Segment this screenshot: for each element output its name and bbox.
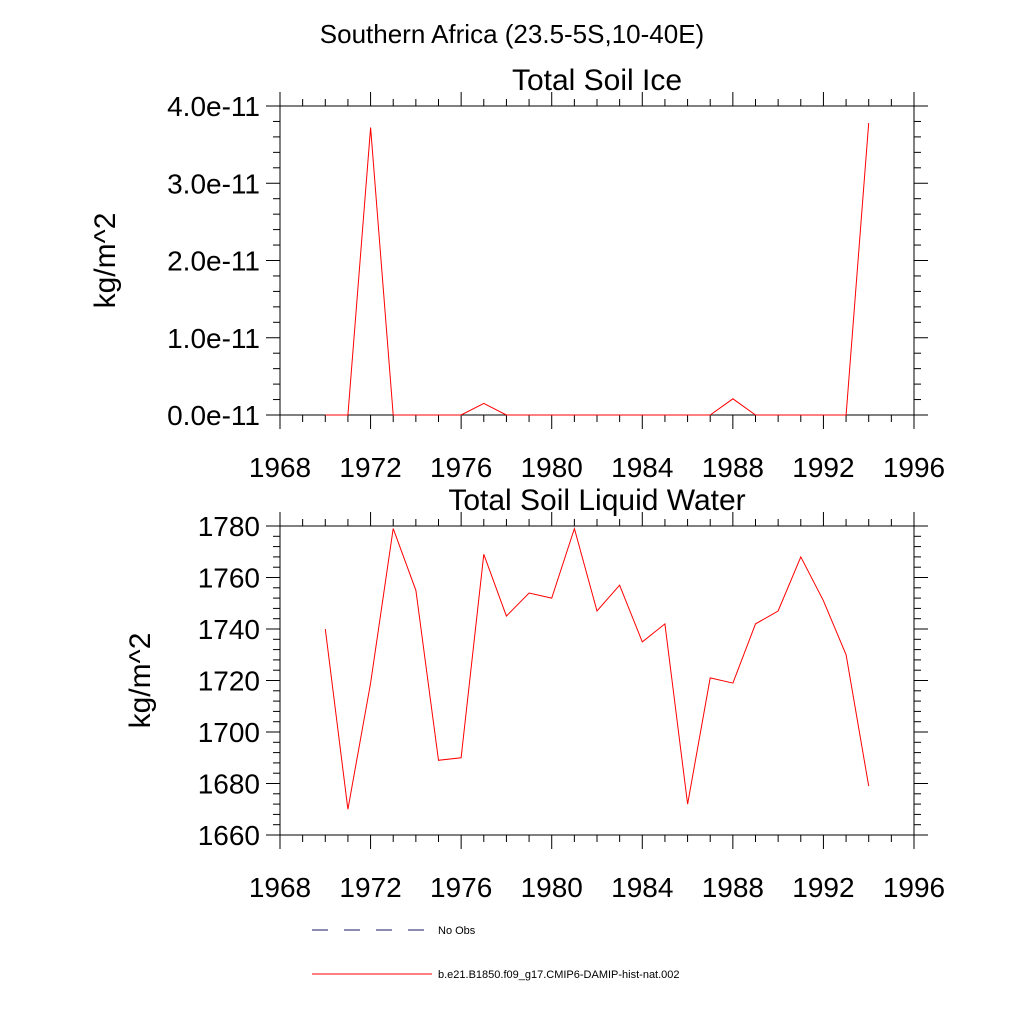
y-tick-label: 1720 <box>198 666 260 697</box>
plot-frame <box>279 105 915 416</box>
y-tick-label: 1760 <box>198 563 260 594</box>
series-line <box>324 526 870 810</box>
plots-group: 1968 1972 1976 1980 1984 1988 1992 1996 0.0e-11 1… <box>89 64 945 903</box>
x-tick-label: 1972 <box>339 452 401 483</box>
x-tick-label: 1996 <box>883 872 945 903</box>
x-tick-label: 1980 <box>521 452 583 483</box>
x-tick-label: 1996 <box>883 452 945 483</box>
y-tick-label: 3.0e-11 <box>167 168 260 199</box>
x-tick-label: 1968 <box>249 872 311 903</box>
y-tick-label: 1.0e-11 <box>167 323 260 354</box>
figure-title: Southern Africa (23.5-5S,10-40E) <box>320 19 704 49</box>
x-tick-label: 1972 <box>339 872 401 903</box>
plot-frame <box>279 525 915 836</box>
x-tick-label: 1988 <box>702 872 764 903</box>
legend-label-no-obs: No Obs <box>438 925 476 937</box>
legend-label-model-run: b.e21.B1850.f09_g17.CMIP6-DAMIP-hist-nat… <box>438 969 680 981</box>
x-tick-label: 1968 <box>249 452 311 483</box>
x-tick-label: 1976 <box>430 452 492 483</box>
y-tick-label: 1680 <box>198 769 260 800</box>
y-tick-label: 4.0e-11 <box>167 91 260 122</box>
y-axis-label: kg/m^2 <box>89 213 122 309</box>
y-tick-label: 1660 <box>198 820 260 851</box>
y-tick-label: 1780 <box>198 511 260 542</box>
plot-title: Total Soil Liquid Water <box>448 484 745 517</box>
plot-1: 1968 1972 1976 1980 1984 1988 1992 1996 0.0e-11 1… <box>89 64 945 483</box>
x-tick-label: 1980 <box>521 872 583 903</box>
y-tick-label: 1700 <box>198 717 260 748</box>
series-line <box>325 122 870 416</box>
plot-title: Total Soil Ice <box>512 64 682 97</box>
plot-2: 1968 1972 1976 1980 1984 1988 1992 1996 1660 1680… <box>124 484 945 903</box>
x-tick-label: 1992 <box>792 452 854 483</box>
y-tick-label: 0.0e-11 <box>167 400 260 431</box>
x-tick-label: 1992 <box>792 872 854 903</box>
y-tick-label: 1740 <box>198 614 260 645</box>
legend: No Obs b.e21.B1850.f09_g17.CMIP6-DAMIP-h… <box>312 925 680 981</box>
y-axis-label: kg/m^2 <box>124 633 157 729</box>
y-tick-label: 2.0e-11 <box>167 246 260 277</box>
x-tick-label: 1988 <box>702 452 764 483</box>
x-tick-label: 1976 <box>430 872 492 903</box>
x-tick-label: 1984 <box>611 452 673 483</box>
x-tick-label: 1984 <box>611 872 673 903</box>
